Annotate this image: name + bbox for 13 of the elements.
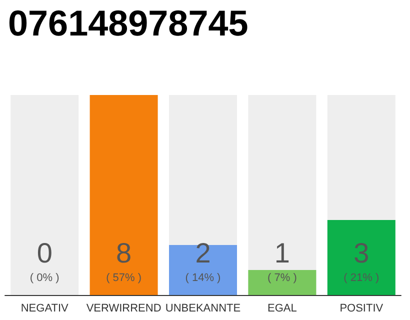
- data-label: 3 ( 21% ): [344, 238, 380, 284]
- chart-title: 076148978745: [8, 2, 248, 44]
- data-label: 1 ( 7% ): [268, 238, 297, 284]
- data-label: 8 ( 57% ): [106, 238, 142, 284]
- x-tick-label: UNBEKANNTE: [165, 302, 241, 314]
- bar: [248, 270, 316, 295]
- data-label: 2 ( 14% ): [185, 238, 221, 284]
- x-tick-label: VERWIRREND: [86, 302, 162, 314]
- data-label: 0 ( 0% ): [30, 238, 60, 284]
- bar: [90, 95, 158, 295]
- x-tick-label: NEGATIV: [20, 302, 69, 314]
- x-tick-label: POSITIV: [340, 302, 384, 314]
- x-tick-label: EGAL: [268, 302, 297, 314]
